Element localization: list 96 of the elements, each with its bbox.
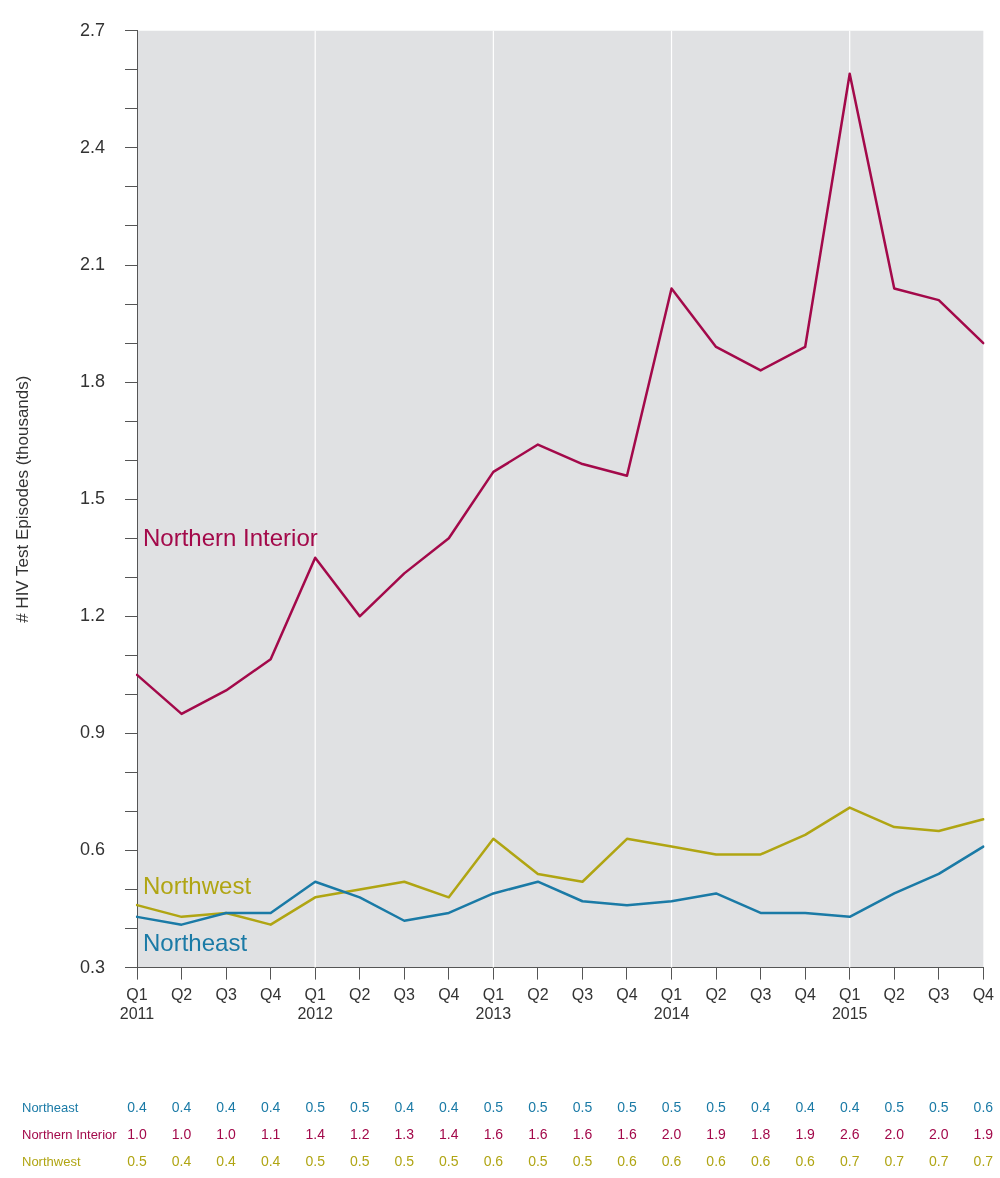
text: Northern Interior [22,1127,117,1143]
series-label: Northeast [143,929,248,957]
data-label: 1.0 [127,1126,147,1143]
x-tick-label: Q3 [215,985,237,1003]
y-tick-label: 1.8 [79,371,106,392]
data-label: 0.4 [216,1099,237,1116]
x-tick-label: Q2 [883,985,906,1003]
data-label: 0.5 [572,1153,593,1170]
data-label: 1.9 [973,1126,994,1143]
text: Northwest [22,1154,81,1170]
data-label: 0.5 [617,1099,637,1116]
x-tick-label: Q3 [928,985,950,1003]
data-label: 0.4 [750,1099,771,1116]
data-label: 1.6 [528,1126,548,1143]
data-label: 1.0 [216,1126,237,1143]
data-label: 0.6 [483,1153,504,1170]
data-label: 0.7 [973,1153,994,1170]
x-tick-label: Q3 [571,985,594,1003]
y-tick-label: 2.7 [79,19,106,40]
data-label: 0.7 [884,1153,905,1170]
data-label: 0.6 [617,1153,637,1170]
text: Northeast [22,1100,79,1116]
data-label: 0.4 [795,1099,816,1116]
y-tick-label: 0.9 [79,722,106,743]
data-label: 0.4 [260,1099,281,1116]
data-label: 0.5 [528,1099,548,1116]
x-tick-label: Q1 2013 [475,985,512,1022]
data-label: 0.7 [929,1153,949,1170]
data-label: 1.6 [483,1126,504,1143]
data-label: 0.5 [350,1153,370,1170]
data-label: 0.4 [127,1099,147,1116]
data-label: 0.5 [706,1099,727,1116]
data-label: 2.6 [839,1126,860,1143]
x-tick-label: Q1 2014 [653,985,690,1022]
data-label: 0.5 [305,1153,326,1170]
x-tick-label: Q4 [616,985,638,1003]
data-label: 2.0 [661,1126,682,1143]
data-label: 0.4 [171,1153,192,1170]
y-tick-label: 1.5 [79,488,106,509]
x-tick-label: Q3 [749,985,772,1003]
data-label: 1.3 [394,1126,415,1143]
data-label: 0.5 [572,1099,593,1116]
data-label: 1.4 [305,1126,326,1143]
data-label: 1.9 [706,1126,727,1143]
x-tick-label: Q2 [527,985,549,1003]
data-label: 0.5 [528,1153,548,1170]
x-tick-label: Q4 [438,985,460,1003]
data-label: 0.5 [305,1099,326,1116]
data-label: 0.5 [127,1153,147,1170]
data-label: 0.5 [884,1099,905,1116]
x-tick-label: Q1 2011 [119,985,155,1022]
y-axis-title: # HIV Test Episodes (thousands) [13,375,32,623]
data-label: 0.4 [260,1153,281,1170]
data-label: 0.5 [929,1099,949,1116]
data-label: 2.0 [884,1126,905,1143]
data-label: 0.4 [839,1099,860,1116]
x-tick-label: Q2 [705,985,727,1003]
data-label: 0.4 [216,1153,237,1170]
data-label: 0.7 [839,1153,860,1170]
x-tick-label: Q1 2012 [297,985,334,1022]
data-label: 0.6 [750,1153,771,1170]
data-label: 0.5 [439,1153,459,1170]
data-label: 0.6 [795,1153,816,1170]
data-label: 1.9 [795,1126,816,1143]
data-label: 0.4 [171,1099,192,1116]
x-tick-label: Q1 2015 [831,985,868,1022]
series-label: Northwest [143,871,252,899]
x-tick-label: Q2 [349,985,371,1003]
data-label: 0.6 [706,1153,727,1170]
data-label: 1.0 [171,1126,192,1143]
x-tick-label: Q2 [170,985,193,1003]
x-tick-label: Q4 [259,985,282,1003]
data-label: 0.5 [350,1099,370,1116]
data-label: 2.0 [929,1126,949,1143]
x-tick-label: Q3 [393,985,416,1003]
y-tick-label: 2.1 [79,253,106,274]
data-label: 1.2 [350,1126,370,1143]
data-label: 0.5 [483,1099,504,1116]
series-label: Northern Interior [143,524,318,552]
data-label: 0.6 [661,1153,682,1170]
data-label: 0.4 [394,1099,415,1116]
data-label: 0.6 [973,1099,994,1116]
y-tick-label: 1.2 [79,605,106,626]
x-tick-label: Q4 [972,985,995,1003]
data-label: 1.6 [572,1126,593,1143]
y-tick-label: 0.3 [79,956,106,977]
data-label: 1.8 [750,1126,771,1143]
data-label: 1.6 [617,1126,637,1143]
data-label: 0.4 [439,1099,459,1116]
data-label: 1.4 [439,1126,459,1143]
data-label: 0.5 [661,1099,682,1116]
y-tick-label: 2.4 [79,136,106,157]
data-label: 0.5 [394,1153,415,1170]
x-tick-label: Q4 [794,985,816,1003]
data-label: 1.1 [260,1126,281,1143]
y-tick-label: 0.6 [79,839,106,860]
